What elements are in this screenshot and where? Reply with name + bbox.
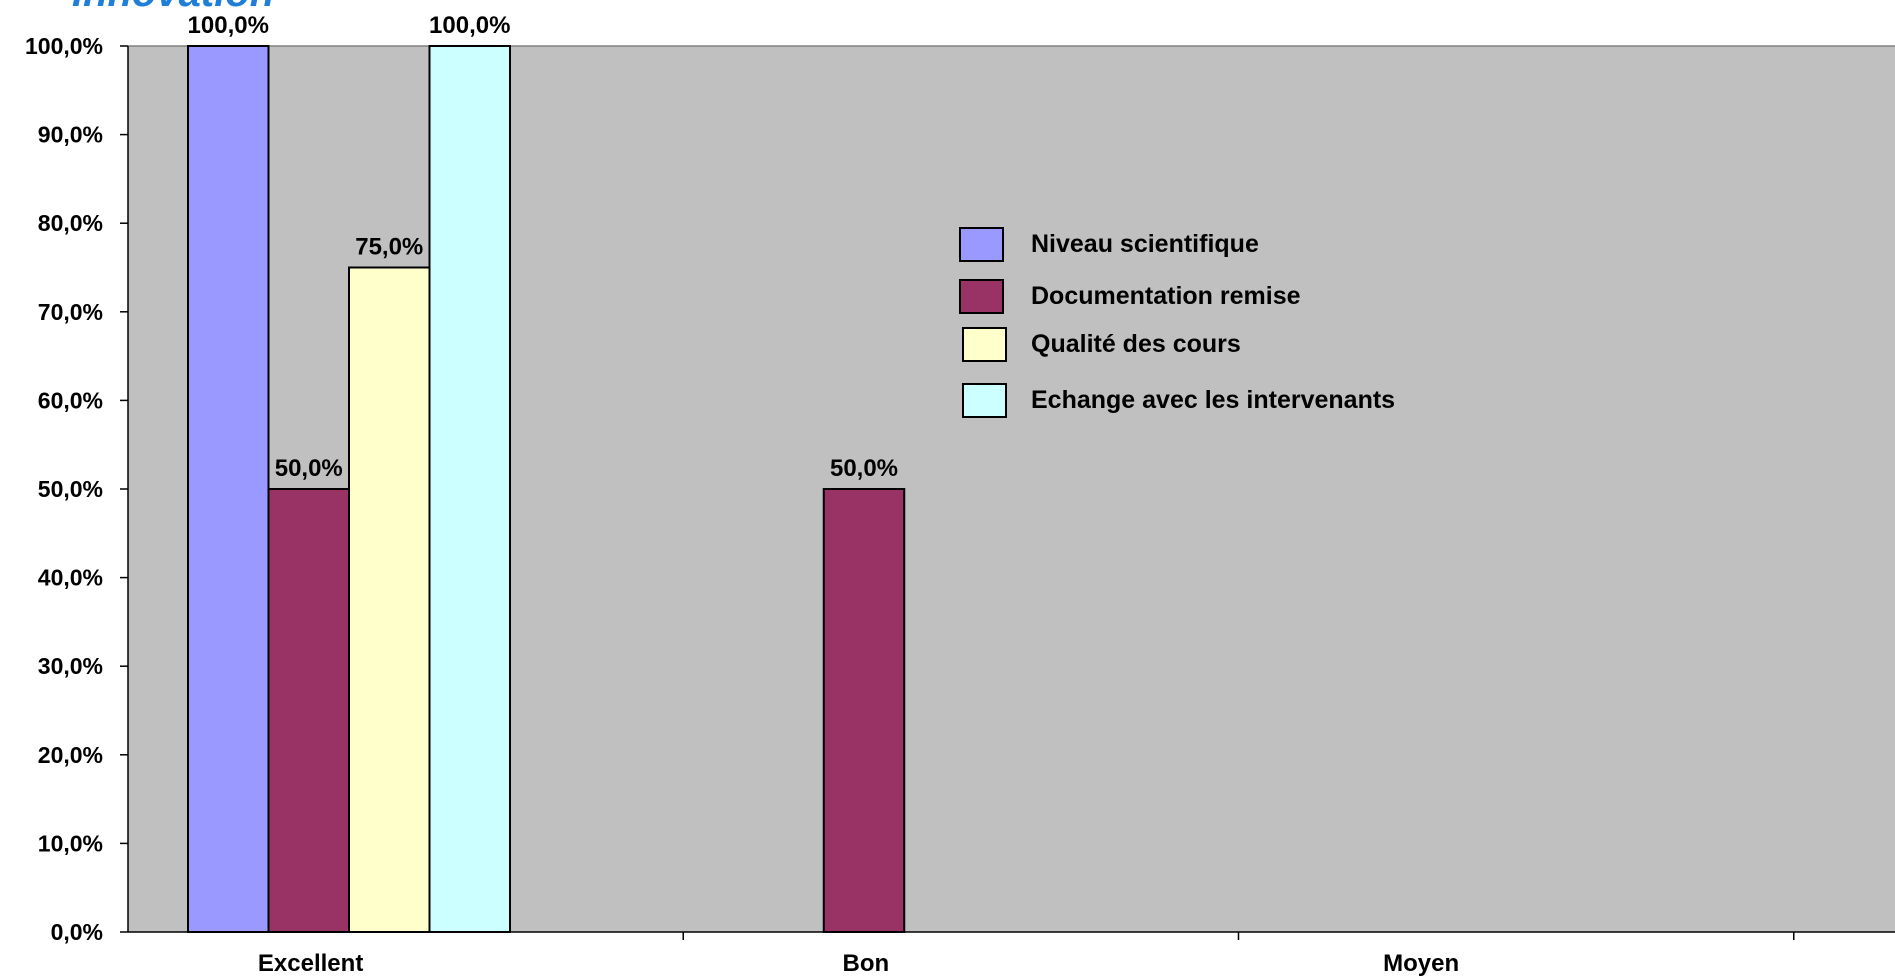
y-tick-label: 90,0% [38,122,103,148]
data-label: 75,0% [355,234,423,261]
bar-3-0 [428,45,511,933]
y-axis-ticks: 0,0% 10,0% 20,0% 30,0% 40,0% 50,0% 60,0% 70,0% 8… [25,33,128,945]
legend-swatch [962,383,1007,418]
y-tick-label: 20,0% [38,742,103,768]
legend-swatch [959,279,1004,314]
data-label: 50,0% [830,455,898,482]
bar-0-0 [187,45,270,933]
data-label: 50,0% [275,455,343,482]
x-axis-ticks: ExcellentBonMoyenMediocre [258,932,1795,977]
data-label: 100,0% [188,12,269,39]
legend: Niveau scientifique Documentation remise Q… [959,227,1395,418]
bar-1-1 [822,488,906,933]
x-category-label: Moyen [1383,950,1459,977]
legend-label: Documentation remise [1031,282,1301,310]
legend-label: Echange avec les intervenants [1031,386,1395,414]
legend-label: Niveau scientifique [1031,230,1259,258]
legend-swatch [959,227,1004,262]
y-tick-label: 40,0% [38,565,103,591]
data-label: 100,0% [429,12,510,39]
y-tick-label: 10,0% [38,830,103,856]
x-category-label: Bon [843,950,890,977]
bar-1-0 [267,488,350,933]
y-tick-label: 100,0% [25,33,103,59]
legend-label: Qualité des cours [1031,330,1241,358]
y-tick-label: 60,0% [38,387,103,413]
chart-title: Innovation [72,0,274,15]
bar-2-0 [348,266,431,933]
data-labels: 100,0% 50,0% 75,0% 100,0% 50,0% [188,12,898,482]
y-tick-label: 50,0% [38,476,103,502]
legend-swatch [962,327,1007,362]
y-tick-label: 80,0% [38,210,103,236]
x-category-label: Excellent [258,950,363,977]
y-tick-label: 30,0% [38,653,103,679]
y-tick-label: 0,0% [51,919,103,945]
y-tick-label: 70,0% [38,299,103,325]
